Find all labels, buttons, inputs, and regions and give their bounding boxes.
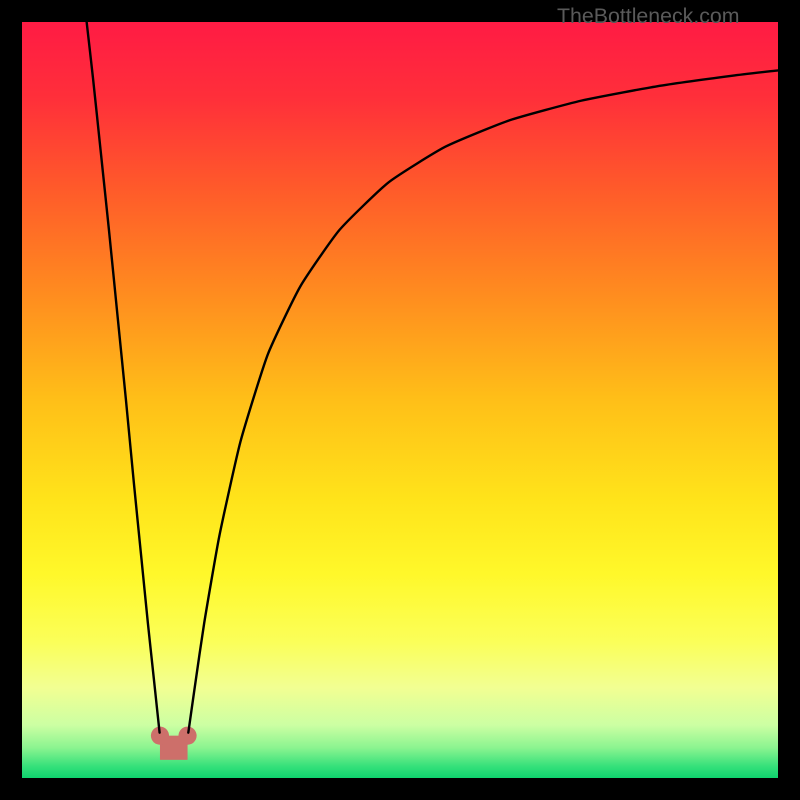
chart-inner-frame (22, 22, 778, 778)
bottleneck-chart (22, 22, 778, 778)
watermark-text: TheBottleneck.com (557, 4, 740, 29)
chart-stage: TheBottleneck.com (0, 0, 800, 800)
gradient-background (22, 22, 778, 778)
